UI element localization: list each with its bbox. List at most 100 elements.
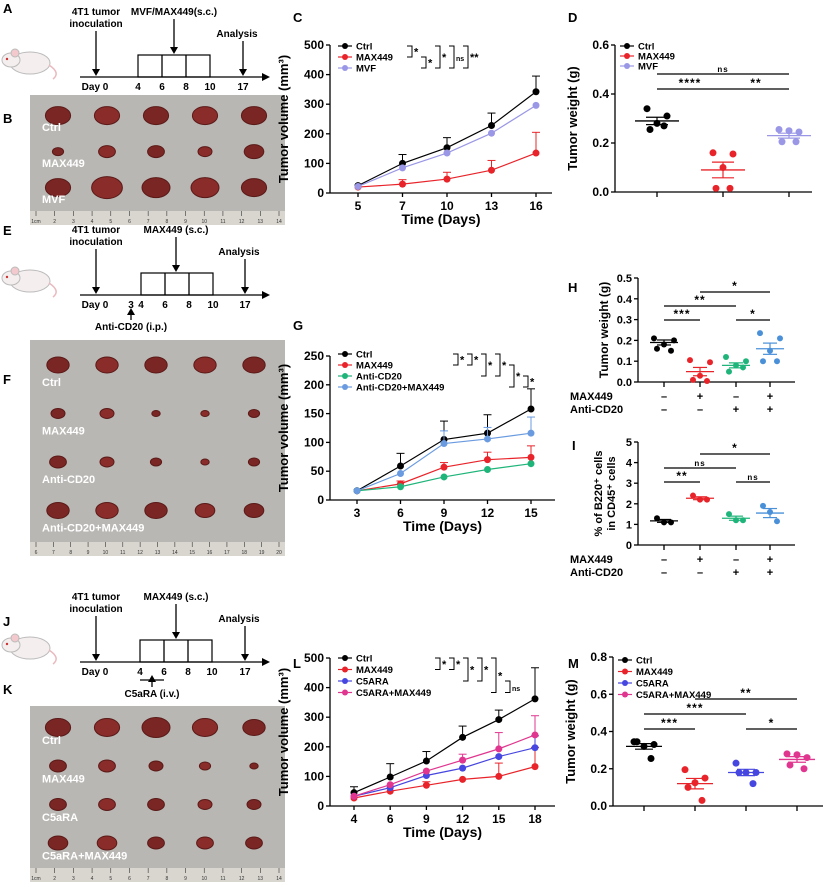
treatment-box (140, 272, 214, 296)
legend-marker (342, 54, 348, 60)
ruler-label: 13 (258, 219, 264, 225)
legend-marker (342, 43, 348, 49)
x-tick-label: 13 (485, 199, 499, 213)
legend-marker (624, 43, 630, 49)
data-point (749, 780, 757, 788)
inoculation-label: 4T1 tumor inoculation (69, 7, 122, 30)
significance-label: * (484, 665, 489, 677)
data-point (386, 773, 394, 781)
arrow-down-icon (170, 47, 178, 54)
legend-marker (342, 666, 348, 673)
tumor (47, 835, 69, 851)
x-tick-label: 12 (481, 506, 495, 520)
data-point (397, 470, 404, 478)
data-point (723, 354, 729, 361)
group-label: Ctrl (42, 122, 61, 134)
y-tick-label: 0.5 (617, 273, 632, 285)
significance-bracket (523, 375, 529, 388)
y-axis-label: Tumor weight (g) (565, 66, 580, 170)
panel-letter: I (572, 438, 576, 453)
timeline-tick: Day 0 (82, 667, 109, 678)
timeline-tick: Day 0 (82, 300, 109, 311)
legend-label: MVF (638, 62, 658, 73)
series-Ctrl (350, 667, 539, 797)
legend-marker (342, 65, 348, 71)
ruler-label: 19 (259, 550, 265, 556)
group-Ctrl (626, 738, 662, 811)
y-tick-label: 0.6 (592, 38, 609, 52)
group-label: C5aRA+MAX449 (42, 851, 127, 863)
x-tick-label: 4 (351, 812, 358, 826)
chart-C: 0 100 200 300 400 500 Tumor volume (mm³) 5 7 10 13… (276, 38, 552, 227)
condition-sign: – (661, 404, 667, 416)
tumor (200, 409, 210, 417)
panel-letter: H (568, 280, 577, 295)
tumor (99, 407, 115, 419)
data-point (663, 112, 671, 120)
significance-bracket (463, 657, 469, 682)
ruler-label: 8 (69, 550, 72, 556)
tumor (44, 106, 72, 126)
y-axis-label: Tumor weight (g) (563, 679, 578, 783)
series-MVF (354, 101, 540, 190)
ruler-label: 13 (155, 550, 161, 556)
arrow-down-icon (241, 654, 249, 661)
tumor (93, 717, 121, 737)
data-point (488, 129, 495, 137)
y-tick-label: 150 (304, 407, 324, 421)
ruler-label: 4 (91, 219, 94, 225)
data-point (732, 759, 740, 767)
y-tick-label: 200 (304, 127, 324, 141)
significance-bracket (435, 657, 441, 670)
ruler-label: 17 (224, 550, 230, 556)
condition-sign: + (767, 554, 773, 566)
panel-letter: G (293, 318, 303, 333)
y-tick-label: 100 (304, 435, 324, 449)
condition-sign: – (733, 554, 739, 566)
legend-label: C5ARA (636, 679, 669, 690)
ruler-label: 9 (87, 550, 90, 556)
tumor (240, 178, 268, 198)
x-tick-label: 18 (528, 812, 542, 826)
tumor (246, 798, 262, 810)
data-point (495, 716, 503, 724)
data-point (531, 744, 539, 752)
group-label: Anti-CD20+MAX449 (42, 522, 144, 534)
tumor-photo-F: Ctrl MAX449 Anti-CD20 Anti-CD20+MAX449 6 7 8 9 1… (30, 340, 285, 556)
tumor (240, 106, 268, 126)
series-line (353, 766, 536, 799)
y-tick-label: 0 (317, 493, 324, 507)
significance-label: * (414, 47, 419, 59)
data-point (660, 122, 668, 130)
data-point (459, 764, 467, 772)
x-tick-label: 6 (387, 812, 394, 826)
significance-label: ** (694, 293, 705, 307)
ruler-label: 6 (128, 219, 131, 225)
series-line (353, 734, 536, 797)
ruler-label: 5 (109, 876, 112, 882)
tumor (191, 106, 219, 126)
ruler-label: 14 (276, 876, 282, 882)
y-tick-label: 50 (311, 464, 325, 478)
data-point (527, 453, 535, 461)
significance-bracket (491, 657, 497, 693)
tumor (247, 408, 261, 418)
legend-label: Anti-CD20+MAX449 (356, 383, 444, 394)
data-point (354, 182, 362, 190)
analysis-label: Analysis (216, 29, 258, 40)
tumor (149, 457, 163, 467)
x-tick-label: 12 (456, 812, 470, 826)
data-point (668, 347, 674, 354)
ruler-label: 11 (120, 550, 125, 556)
tumor (148, 760, 164, 772)
timeline-A: Day 0 4 6 8 10 17 4T1 tumor inoculation MVF/MAX4… (1, 7, 270, 93)
significance-label: * (488, 360, 493, 372)
significance-bracket (477, 657, 483, 682)
tumor (93, 106, 121, 126)
tumor (193, 356, 217, 374)
panel-letter: J (3, 614, 10, 629)
group-label: MAX449 (42, 774, 85, 786)
data-point (397, 462, 404, 470)
